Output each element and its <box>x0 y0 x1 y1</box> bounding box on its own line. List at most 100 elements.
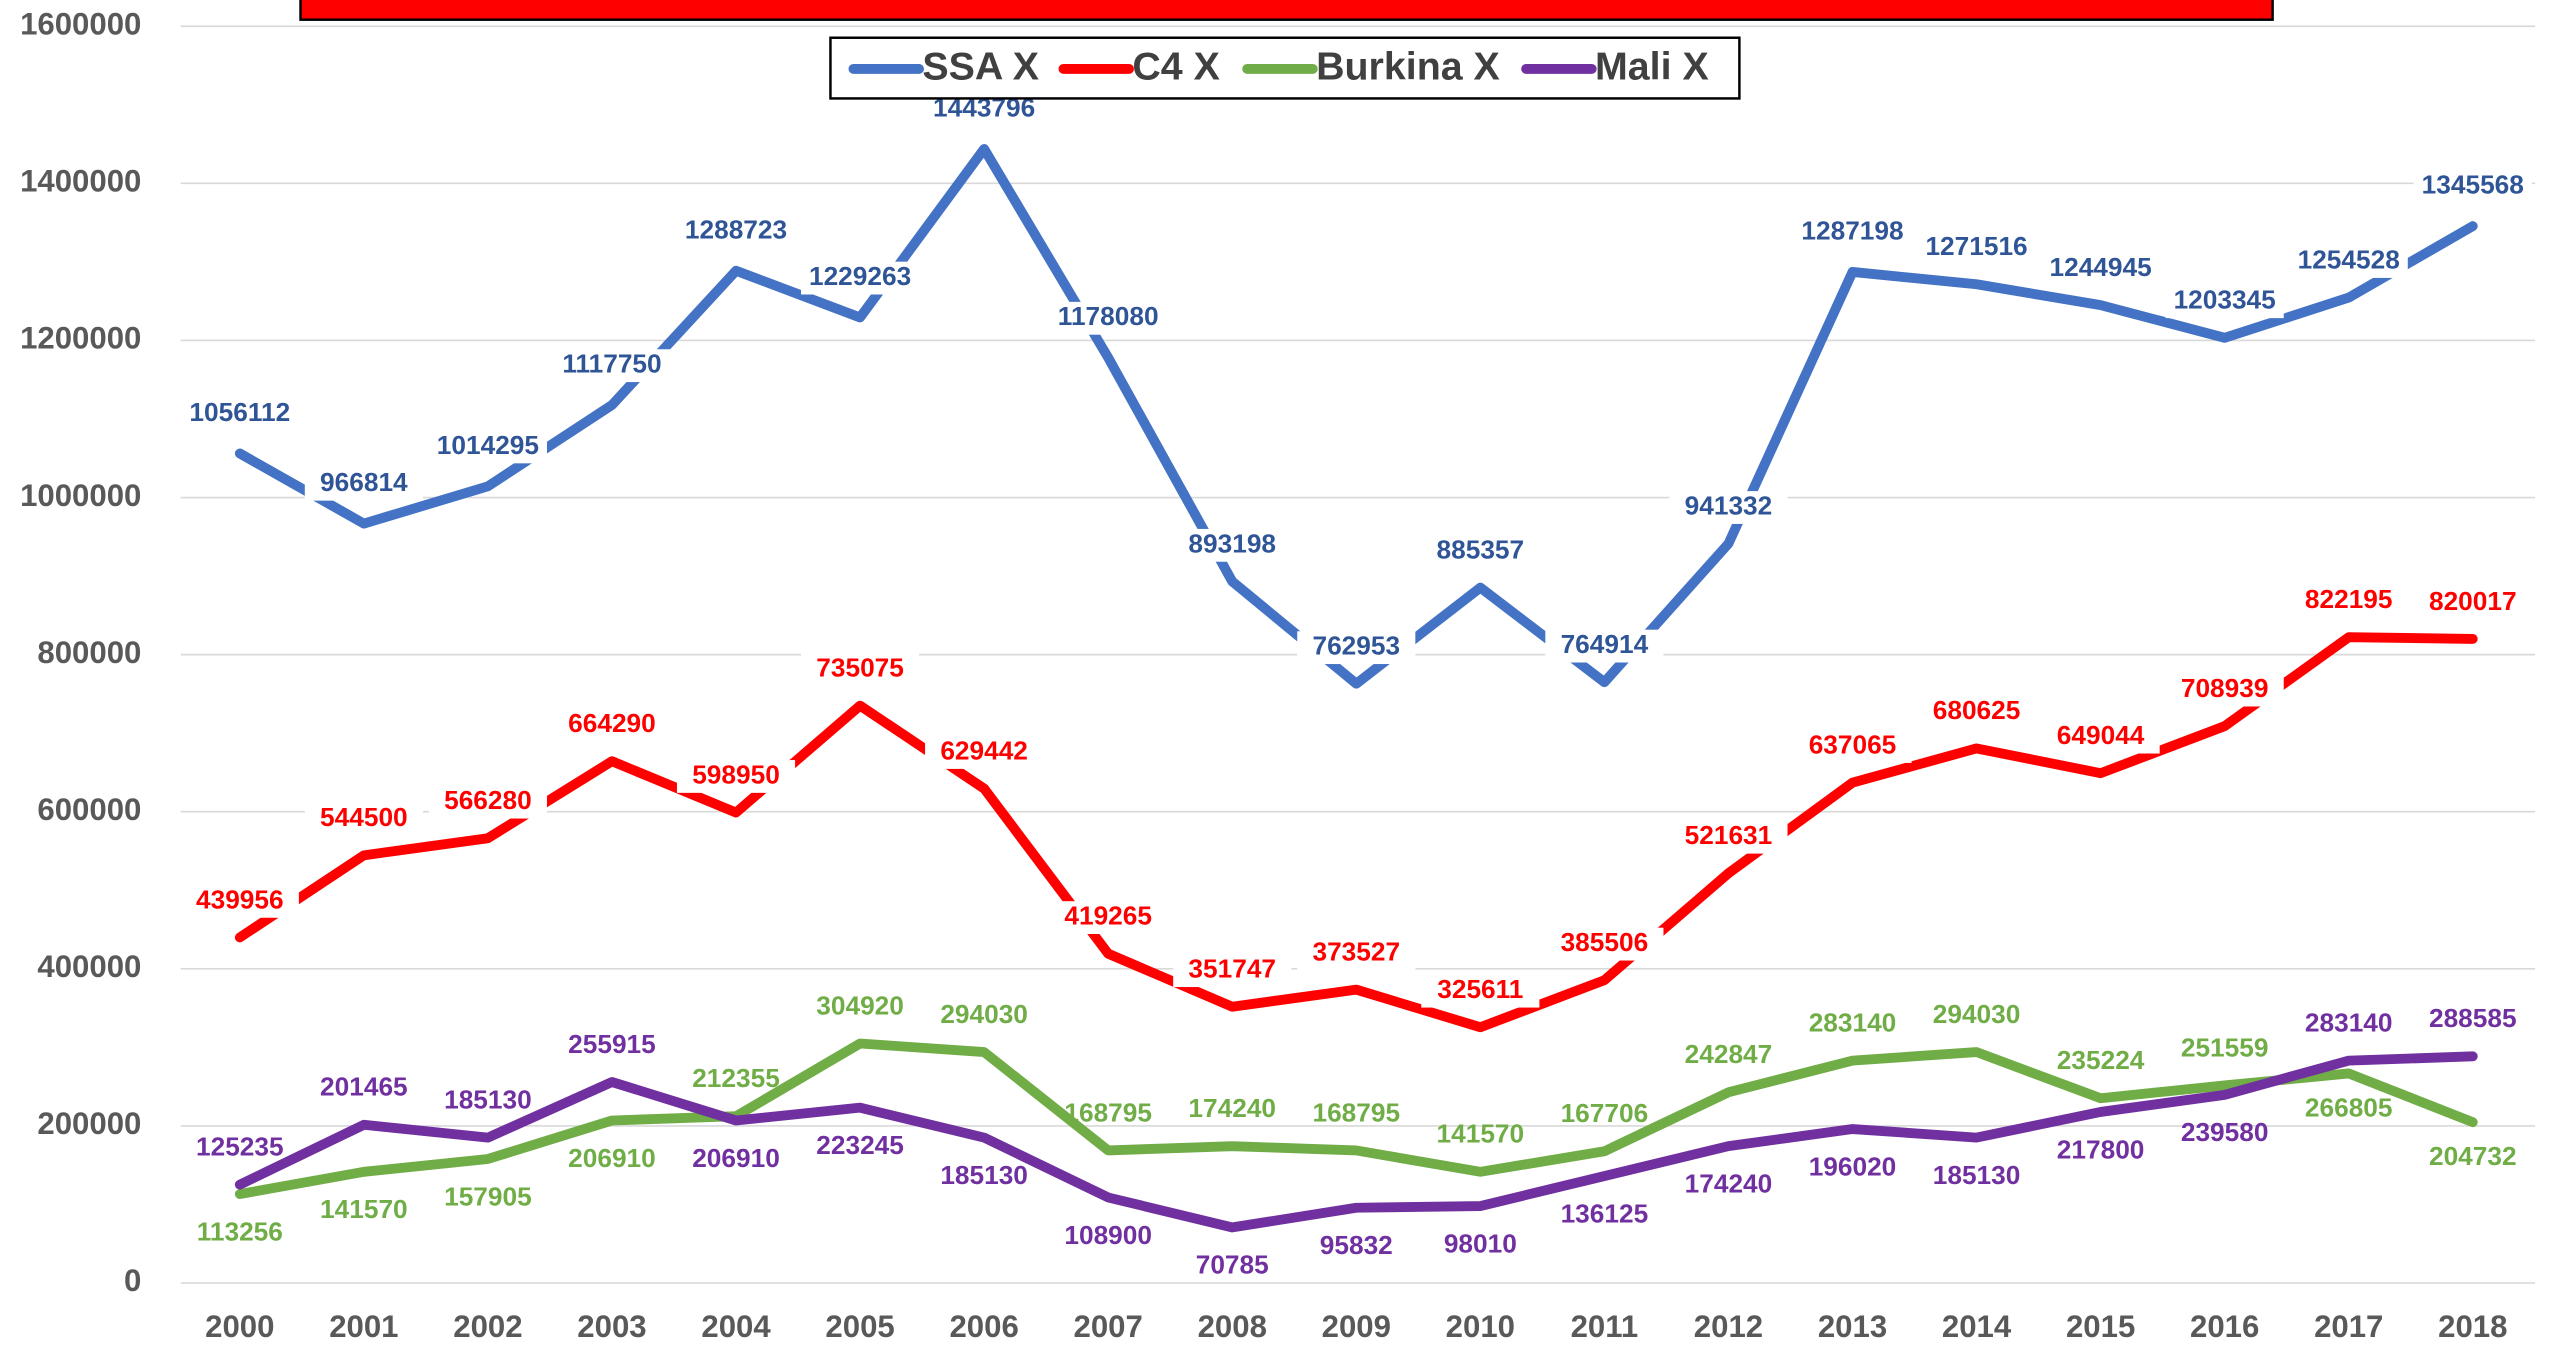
x-tick-label: 2010 <box>1446 1309 1515 1344</box>
data-label: 185130 <box>1933 1160 2021 1190</box>
data-label: 1117750 <box>562 349 661 379</box>
y-tick-label: 400000 <box>37 949 141 984</box>
data-label: 419265 <box>1064 901 1152 931</box>
data-label: 1288723 <box>685 214 787 244</box>
data-label: 251559 <box>2181 1032 2269 1062</box>
label-bg <box>180 397 299 431</box>
x-tick-label: 2016 <box>2190 1309 2259 1344</box>
x-tick-label: 2014 <box>1942 1309 2012 1344</box>
data-label: 521631 <box>1685 820 1773 850</box>
data-label: 439956 <box>196 884 284 914</box>
data-label: 98010 <box>1444 1228 1517 1258</box>
data-label: 212355 <box>692 1063 780 1093</box>
data-label: 664290 <box>568 708 656 738</box>
data-label: 1014295 <box>437 430 539 460</box>
label-bg <box>1049 301 1168 335</box>
data-label: 113256 <box>197 1216 283 1246</box>
data-label: 680625 <box>1933 695 2021 725</box>
data-label: 893198 <box>1188 528 1276 558</box>
label-bg <box>1545 927 1664 961</box>
label-bg <box>1669 491 1788 524</box>
x-tick-label: 2013 <box>1818 1309 1887 1344</box>
data-label: 266805 <box>2305 1092 2393 1122</box>
data-label: 196020 <box>1809 1151 1897 1181</box>
label-bg <box>1917 231 2036 265</box>
data-label: 235224 <box>2057 1045 2145 1075</box>
legend-label: C4 X <box>1132 44 1220 88</box>
data-label: 649044 <box>2057 720 2145 750</box>
data-label: 1254528 <box>2298 244 2400 274</box>
x-tick-label: 2000 <box>205 1309 274 1344</box>
data-label: 762953 <box>1312 631 1400 661</box>
data-label: 966814 <box>320 467 408 497</box>
x-tick-label: 2008 <box>1198 1309 1267 1344</box>
data-label: 325611 <box>1437 974 1523 1004</box>
y-tick-label: 800000 <box>37 635 141 670</box>
series-line <box>234 1051 2478 1233</box>
data-label: 204732 <box>2429 1141 2517 1171</box>
data-label: 544500 <box>320 802 408 832</box>
data-label: 136125 <box>1561 1198 1649 1228</box>
label-bg <box>304 467 423 501</box>
data-label: 141570 <box>320 1194 408 1224</box>
x-tick-label: 2006 <box>949 1309 1018 1344</box>
x-tick-label: 2007 <box>1074 1309 1143 1344</box>
data-label: 629442 <box>940 735 1028 765</box>
series-line <box>234 144 2478 689</box>
x-tick-label: 2001 <box>329 1309 398 1344</box>
label-bg <box>676 214 796 248</box>
x-tick-label: 2015 <box>2066 1309 2135 1344</box>
label-bg <box>1173 954 1292 988</box>
y-tick-label: 1600000 <box>20 6 141 41</box>
data-label: 1244945 <box>2050 252 2152 282</box>
label-bg <box>1669 820 1788 854</box>
series-line <box>234 632 2478 1033</box>
data-label: 201465 <box>320 1072 408 1102</box>
data-label: 822195 <box>2305 584 2393 614</box>
data-label: 174240 <box>1188 1093 1276 1123</box>
label-bg <box>1173 528 1292 562</box>
data-label: 125235 <box>196 1131 284 1161</box>
data-label: 708939 <box>2181 673 2269 703</box>
data-label: 70785 <box>1196 1250 1269 1280</box>
legend-label: SSA X <box>922 44 1039 88</box>
label-bg <box>552 349 672 383</box>
x-tick-label: 2017 <box>2314 1309 2383 1344</box>
data-label: 941332 <box>1685 490 1773 520</box>
data-label: 1287198 <box>1801 216 1903 246</box>
data-label: 288585 <box>2429 1003 2517 1033</box>
data-label: 223245 <box>816 1130 904 1160</box>
lines <box>234 144 2478 1233</box>
data-label: 598950 <box>692 759 780 789</box>
data-label: 820017 <box>2429 586 2517 616</box>
data-label: 206910 <box>568 1143 656 1173</box>
data-label: 735075 <box>816 652 904 682</box>
label-bg <box>2041 720 2160 754</box>
data-label: 283140 <box>1809 1007 1897 1037</box>
label-bg <box>1793 730 1912 763</box>
data-label: 185130 <box>444 1084 532 1114</box>
x-tick-label: 2003 <box>577 1309 646 1344</box>
y-tick-label: 600000 <box>37 792 141 827</box>
data-label: 885357 <box>1437 534 1525 564</box>
legend-label: Burkina X <box>1316 44 1500 88</box>
data-label: 385506 <box>1561 927 1649 957</box>
data-label: 294030 <box>940 999 1028 1029</box>
data-label: 217800 <box>2057 1134 2145 1164</box>
label-bg <box>1545 629 1664 663</box>
x-tick-label: 2004 <box>701 1309 771 1344</box>
x-tick-label: 2009 <box>1322 1309 1391 1344</box>
x-tick-label: 2012 <box>1694 1309 1763 1344</box>
label-bg <box>552 708 672 742</box>
label-bg <box>676 760 796 793</box>
data-label: 206910 <box>692 1143 780 1173</box>
data-label: 566280 <box>444 785 532 815</box>
data-label: 294030 <box>1933 999 2021 1029</box>
label-bg <box>2165 673 2284 707</box>
label-bg <box>2413 170 2532 204</box>
x-tick-label: 2005 <box>825 1309 894 1344</box>
data-label: 185130 <box>940 1160 1028 1190</box>
data-label: 1229263 <box>809 261 911 291</box>
y-tick-label: 1200000 <box>20 321 141 356</box>
